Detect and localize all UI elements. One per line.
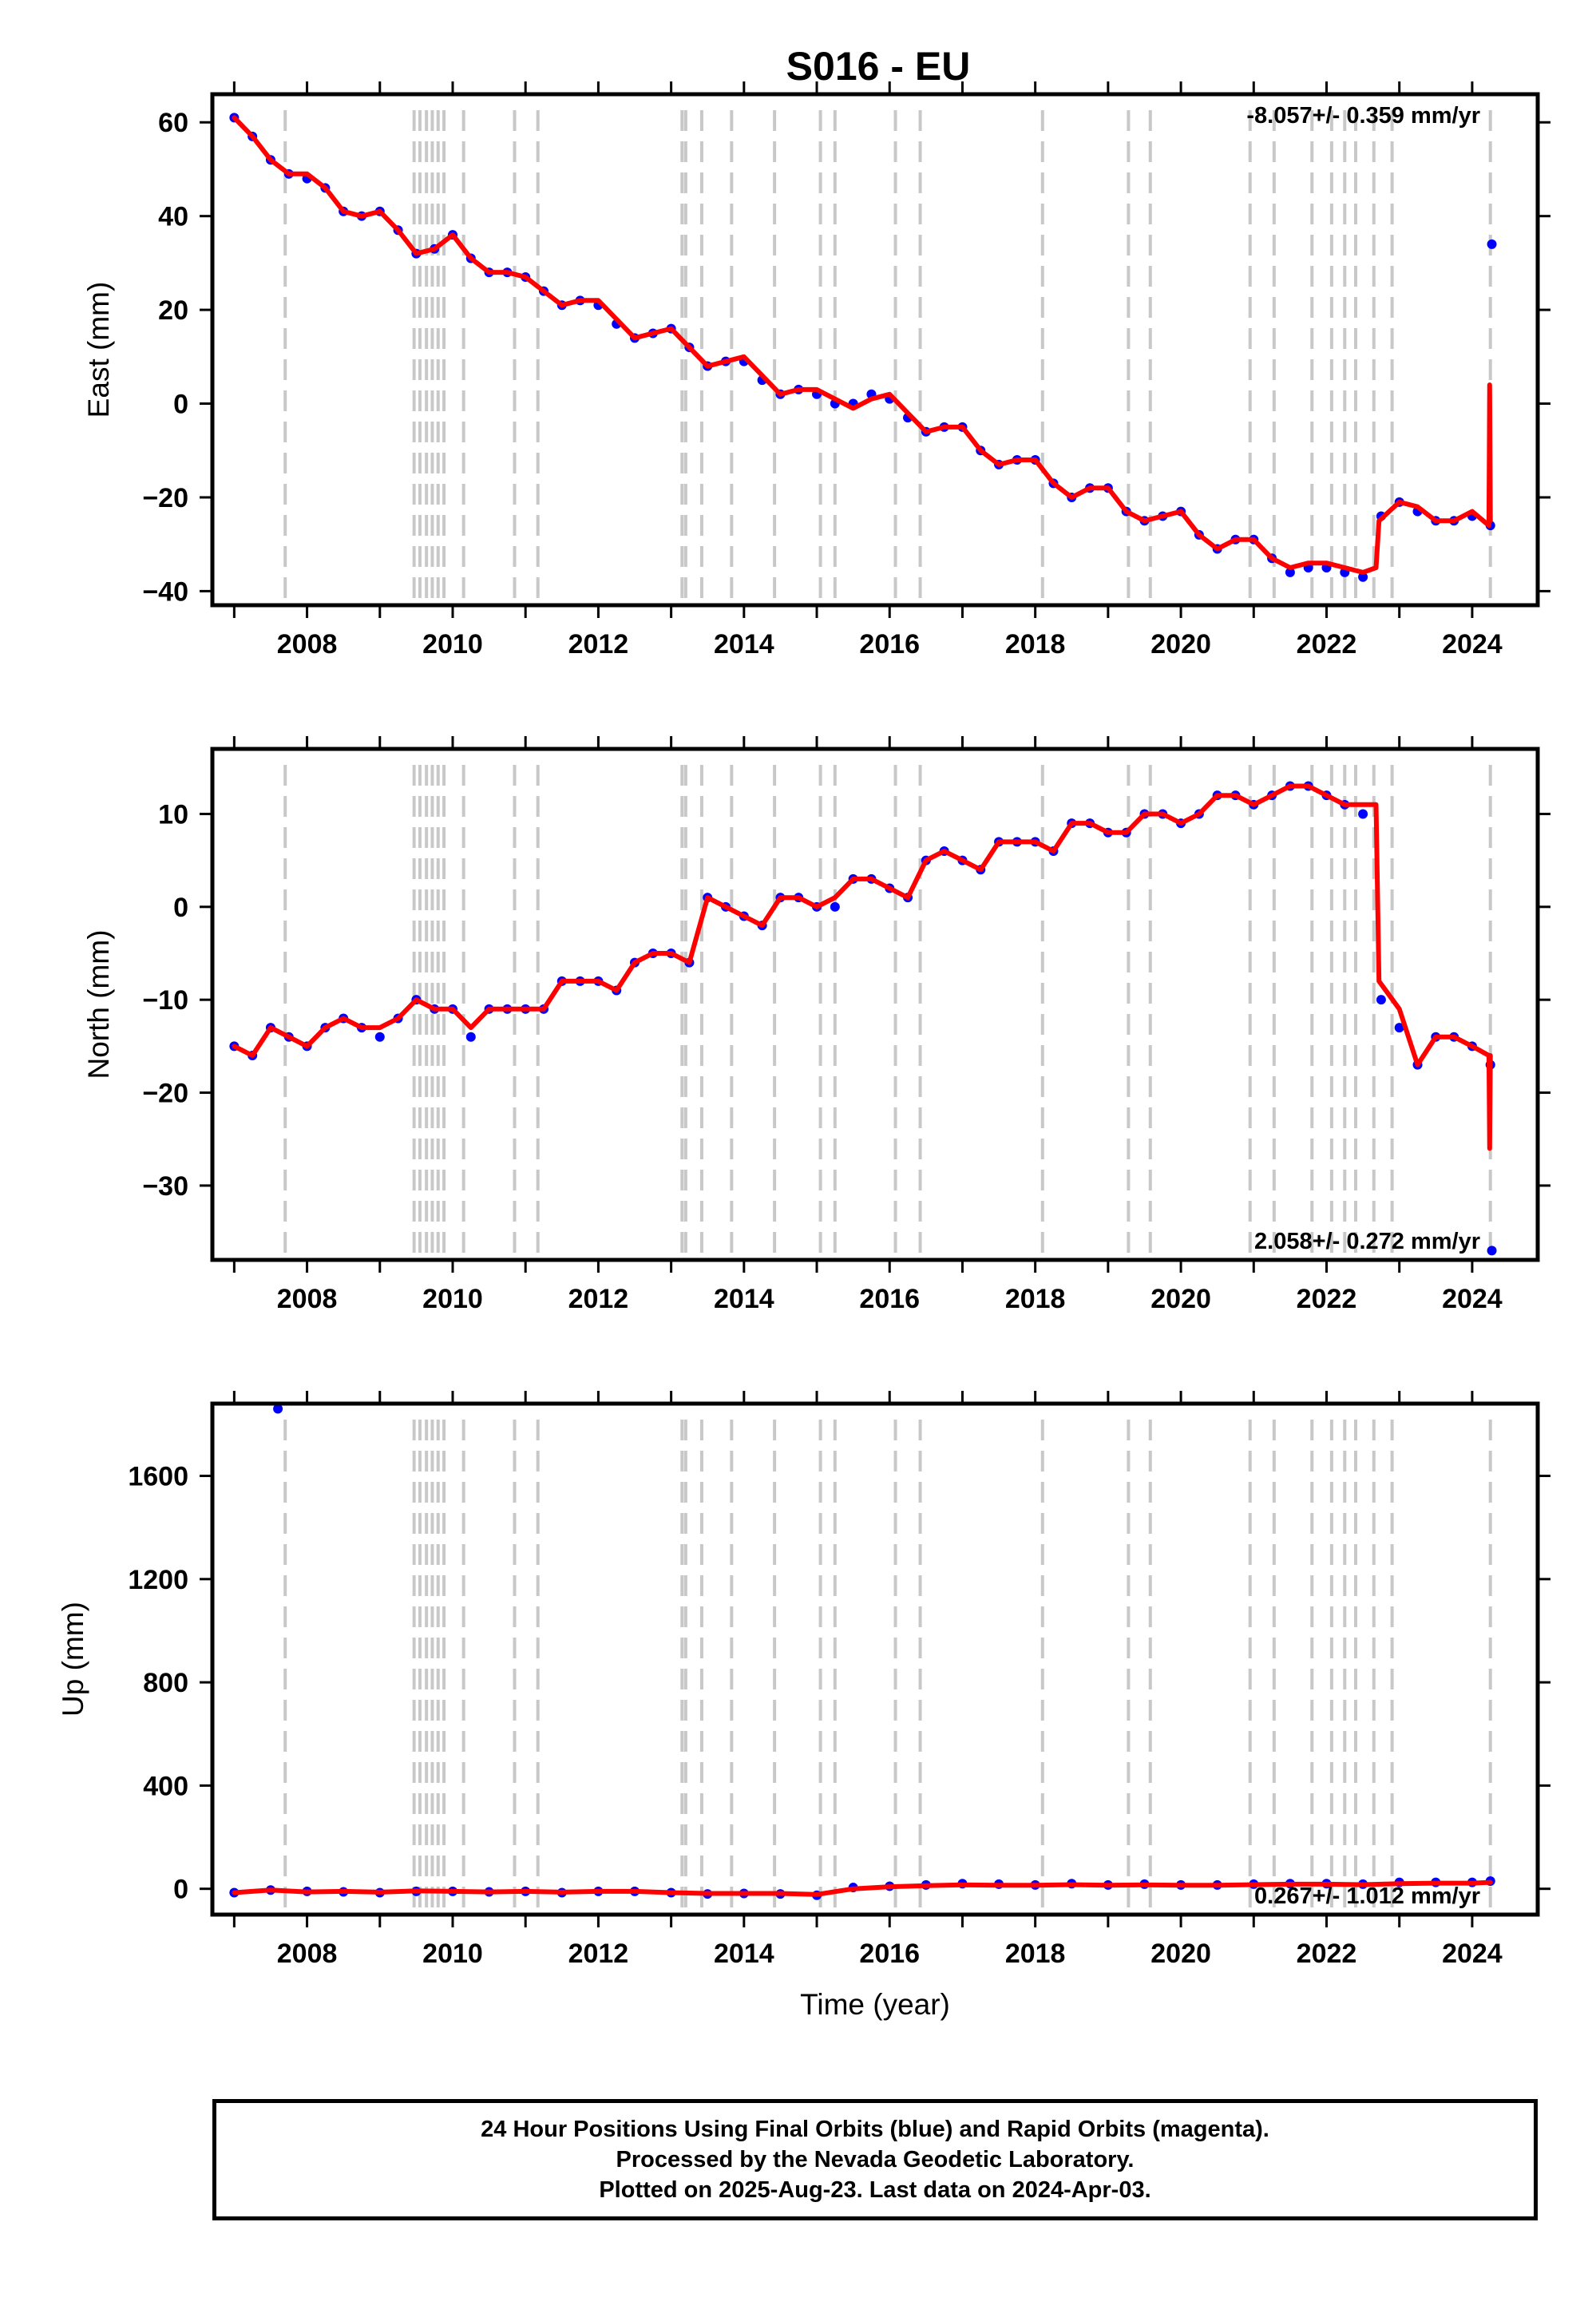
y-tick-label: −10	[142, 985, 188, 1016]
data-point	[1285, 567, 1295, 577]
data-point	[374, 1032, 385, 1042]
x-tick-label: 2024	[1442, 629, 1503, 659]
footer-box: 24 Hour Positions Using Final Orbits (bl…	[212, 2099, 1538, 2220]
x-tick-label: 2018	[1005, 1284, 1066, 1314]
x-tick-label: 2018	[1005, 1939, 1066, 1969]
x-tick-label: 2012	[568, 1939, 629, 1969]
footer-line-3: Plotted on 2025-Aug-23. Last data on 202…	[599, 2177, 1151, 2203]
y-axis-label: North (mm)	[82, 929, 115, 1079]
x-axis-label: Time (year)	[800, 1988, 950, 2021]
data-point	[830, 901, 840, 912]
model-line	[232, 1879, 1493, 1897]
data-point	[1376, 995, 1386, 1005]
panel-2: 2008 2010 2012 2014 2016 2018 2020 2022 2024 −30 −…	[82, 736, 1550, 1314]
x-tick-label: 2008	[277, 1284, 338, 1314]
y-tick-label: 20	[158, 295, 188, 326]
x-tick-label: 2008	[277, 629, 338, 659]
y-tick-label: 0	[173, 1875, 188, 1905]
panel-1: 2008 2010 2012 2014 2016 2018 2020 2022 2024 −40 −…	[82, 81, 1550, 659]
x-tick-label: 2008	[277, 1939, 338, 1969]
y-tick-label: −20	[142, 483, 188, 513]
panel-3: 2008 2010 2012 2014 2016 2018 2020 2022 2024 0 400…	[57, 1391, 1550, 2021]
y-tick-label: 40	[158, 202, 188, 232]
x-tick-label: 2016	[859, 1939, 920, 1969]
y-tick-label: 1600	[128, 1462, 188, 1492]
velocity-rate-label: 0.267+/- 1.012 mm/yr	[1254, 1883, 1480, 1909]
data-point	[1358, 809, 1368, 819]
x-tick-label: 2024	[1442, 1939, 1503, 1969]
y-tick-label: −20	[142, 1079, 188, 1109]
x-tick-label: 2022	[1297, 1939, 1357, 1969]
x-tick-label: 2016	[859, 629, 920, 659]
x-tick-label: 2020	[1150, 1284, 1211, 1314]
x-tick-label: 2014	[714, 629, 774, 659]
x-tick-label: 2012	[568, 1284, 629, 1314]
y-tick-label: 10	[158, 799, 188, 830]
y-tick-label: 60	[158, 108, 188, 138]
x-tick-label: 2024	[1442, 1284, 1503, 1314]
data-point	[1487, 239, 1497, 249]
y-axis-label: East (mm)	[82, 282, 115, 418]
chart-title: S016 - EU	[786, 44, 971, 89]
velocity-rate-label: -8.057+/- 0.359 mm/yr	[1246, 103, 1480, 129]
x-tick-label: 2018	[1005, 629, 1066, 659]
y-tick-label: 0	[173, 893, 188, 923]
y-tick-label: 400	[143, 1771, 188, 1801]
y-tick-label: −40	[142, 576, 188, 607]
plot-frame	[210, 92, 1540, 608]
x-tick-label: 2020	[1150, 1939, 1211, 1969]
data-point	[1487, 1246, 1497, 1256]
model-line	[232, 783, 1493, 1151]
x-tick-label: 2014	[714, 1939, 774, 1969]
footer-line-1: 24 Hour Positions Using Final Orbits (bl…	[481, 2117, 1269, 2142]
data-point	[1358, 572, 1368, 582]
x-tick-label: 2014	[714, 1284, 774, 1314]
plot-frame	[210, 1401, 1540, 1917]
plot-frame	[210, 747, 1540, 1262]
x-tick-label: 2016	[859, 1284, 920, 1314]
x-tick-label: 2010	[422, 629, 483, 659]
x-tick-label: 2010	[422, 1939, 483, 1969]
x-tick-label: 2010	[422, 1284, 483, 1314]
x-tick-label: 2020	[1150, 629, 1211, 659]
data-point	[273, 1404, 283, 1414]
data-point	[465, 1032, 476, 1042]
y-tick-label: −30	[142, 1171, 188, 1202]
y-tick-label: 1200	[128, 1565, 188, 1595]
y-tick-label: 800	[143, 1668, 188, 1698]
x-tick-label: 2012	[568, 629, 629, 659]
x-tick-label: 2022	[1297, 1284, 1357, 1314]
y-tick-label: 0	[173, 390, 188, 420]
y-axis-label: Up (mm)	[57, 1602, 89, 1717]
data-point	[1394, 1023, 1404, 1033]
footer-line-2: Processed by the Nevada Geodetic Laborat…	[616, 2147, 1135, 2172]
x-tick-label: 2022	[1297, 629, 1357, 659]
velocity-rate-label: 2.058+/- 0.272 mm/yr	[1254, 1229, 1480, 1254]
model-line	[232, 115, 1493, 575]
